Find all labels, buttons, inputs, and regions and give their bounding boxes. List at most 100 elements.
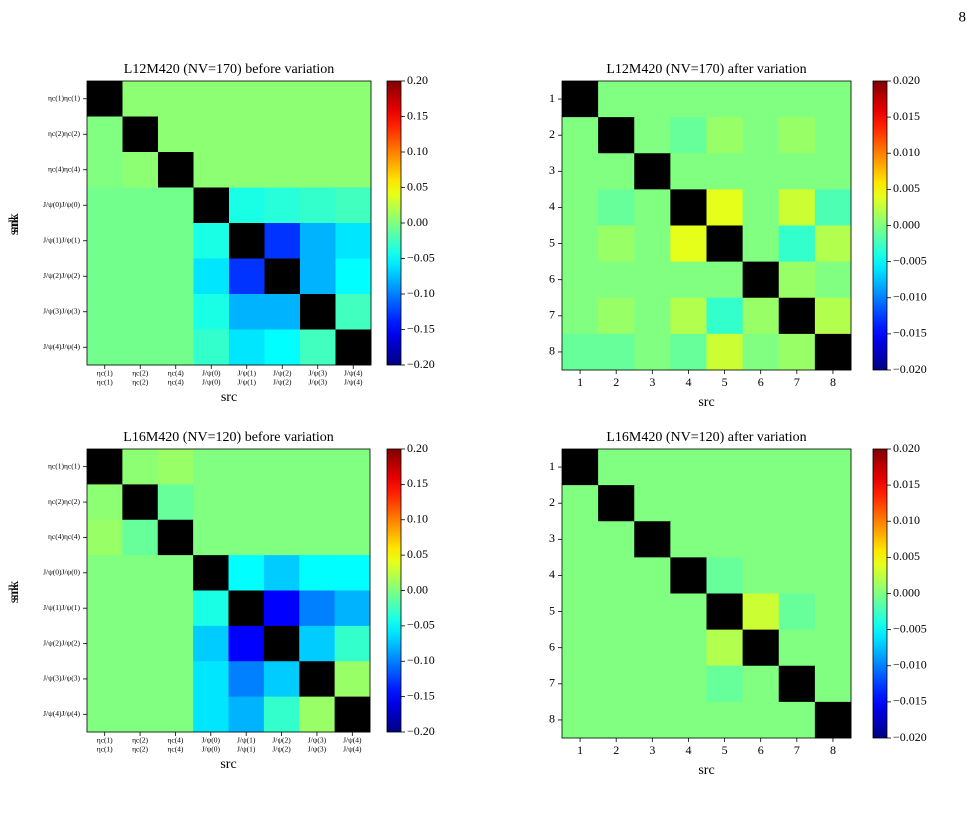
cell [706,665,744,703]
cell [335,81,372,117]
y-tick-label: J/ψ(4)J/ψ(4) [43,342,80,351]
masked-cell [562,81,599,118]
cell [634,485,671,522]
cell [299,590,336,627]
x-tick-label: ηc(1) [97,745,113,754]
x-tick-label: 8 [830,375,836,389]
cell [634,557,671,594]
cell [742,665,780,703]
x-tick-label: J/ψ(1) [237,745,256,754]
y-tick-label: J/ψ(3)J/ψ(3) [43,674,80,683]
cell [228,661,265,698]
colorbar-tick-label: −0.010 [893,290,927,304]
cell [670,333,707,371]
cell [300,152,336,188]
cell [87,661,123,698]
y-tick-label: 5 [549,603,555,617]
colorbar-tick-label: −0.15 [407,688,435,702]
cell [300,223,336,259]
cell [87,484,123,521]
cell [598,629,635,667]
masked-cell [778,297,816,335]
cell [562,225,599,263]
cell [706,557,744,594]
cell [229,152,265,188]
cell [598,449,635,486]
x-tick-label: J/ψ(3) [309,369,328,378]
y-tick-label: J/ψ(1)J/ψ(1) [43,603,80,612]
colorbar-tick-label: −0.020 [893,730,927,744]
cell [158,81,194,117]
x-tick-label: 6 [758,743,764,757]
masked-cell [742,629,780,667]
colorbar-tick-label: 0.05 [407,179,428,193]
x-tick-label: 6 [758,375,764,389]
colorbar-tick-label: 0.00 [407,215,428,229]
cell [778,485,816,522]
cell [228,625,265,662]
cell [193,519,229,556]
cell [670,449,707,486]
colorbar [872,448,888,739]
cell [814,485,852,522]
cell [634,593,671,631]
cell [598,297,635,335]
cell [634,81,671,118]
colorbar [386,80,402,366]
cell [193,116,230,153]
cell [264,223,301,259]
cell [814,189,852,226]
cell [158,329,194,366]
cell [122,661,159,698]
cell [87,696,123,733]
cell [670,117,707,154]
cell [334,590,371,627]
x-tick-label: J/ψ(1) [238,369,257,378]
colorbar-tick-label: 0.15 [407,108,428,122]
cell [598,261,635,299]
cell [598,521,635,558]
x-tick-label: ηc(2) [132,378,148,387]
cell [778,81,816,118]
x-tick-label: J/ψ(3) [309,378,328,387]
x-tick-label: ηc(1) [97,369,113,378]
cell [193,329,230,366]
masked-cell [814,333,852,371]
cell [299,625,336,662]
cell [300,81,336,117]
cell [814,593,852,631]
y-tick-label: J/ψ(0)J/ψ(0) [43,200,80,209]
masked-cell [229,223,265,259]
x-tick-label: J/ψ(0) [202,369,221,378]
colorbar-tick-label: −0.20 [407,724,435,738]
cell [334,484,371,521]
x-tick-label: 1 [577,743,583,757]
x-tick-label: ηc(2) [132,369,148,378]
colorbar-tick-label: 0.05 [407,547,428,561]
x-tick-label: J/ψ(0) [202,745,221,754]
cell [706,261,744,299]
cell [598,557,635,594]
cell [706,485,744,522]
cell [157,661,194,698]
x-tick-label: ηc(4) [168,369,184,378]
cell [598,189,635,226]
cell [122,449,159,485]
cell [634,629,671,667]
cell [228,449,265,485]
cell [87,590,123,627]
cell [229,81,265,117]
cell [706,333,744,371]
cell [122,519,159,556]
cell [634,449,671,486]
cell [814,81,852,118]
cell [157,590,194,627]
cell [335,116,372,153]
x-tick-label: J/ψ(3) [308,745,327,754]
masked-cell [263,625,300,662]
x-tick-label: ηc(1) [97,378,113,387]
cell [742,701,780,739]
colorbar-tick-label: −0.20 [407,357,435,371]
cell [87,625,123,662]
